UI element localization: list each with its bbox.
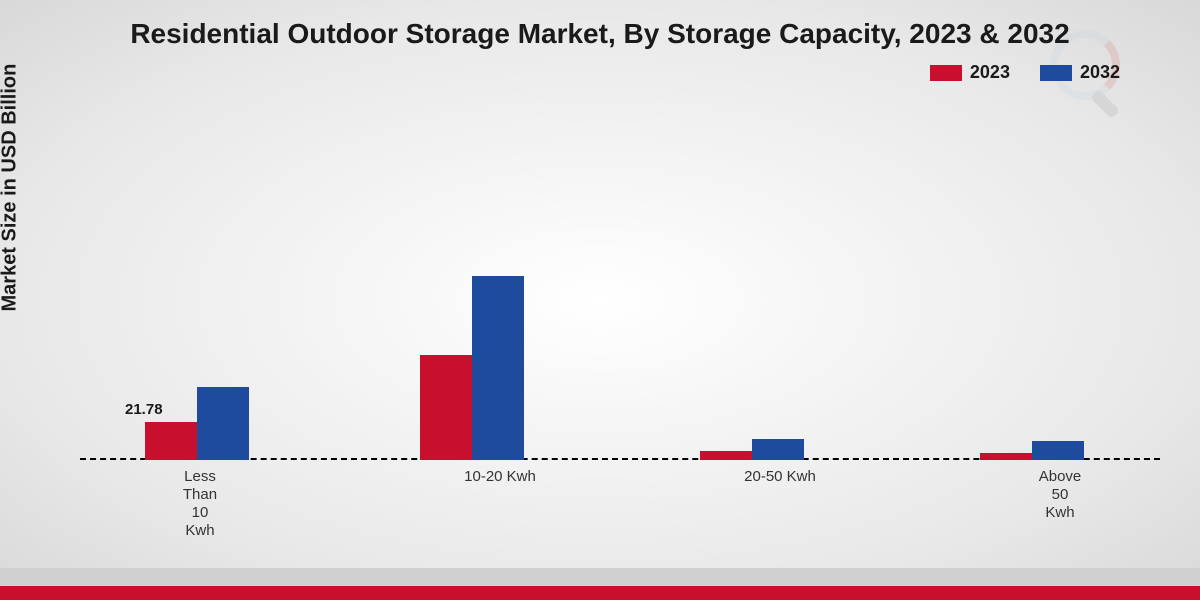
chart-title: Residential Outdoor Storage Market, By S… [0,18,1200,50]
bar-2032 [1032,441,1084,460]
x-label: Above50Kwh [1000,468,1120,522]
bar-group [420,276,524,460]
legend-swatch-2023 [930,65,962,81]
legend-label-2032: 2032 [1080,62,1120,83]
legend-label-2023: 2023 [970,62,1010,83]
legend: 2023 2032 [930,62,1120,83]
chart-area: 21.78 [80,110,1160,460]
x-label: 20-50 Kwh [720,468,840,486]
bar-2032 [752,439,804,460]
x-label: 10-20 Kwh [440,468,560,486]
bar-2032 [197,387,249,461]
x-axis-labels: LessThan10Kwh 10-20 Kwh 20-50 Kwh Above50Kw… [80,468,1160,548]
y-axis-label: Market Size in USD Billion [0,64,22,312]
bar-2023 [980,453,1032,460]
footer-red-stripe [0,586,1200,600]
bar-2023 [420,355,472,460]
value-label: 21.78 [125,401,163,418]
x-label: LessThan10Kwh [140,468,260,540]
legend-item-2023: 2023 [930,62,1010,83]
bar-group [145,387,249,461]
bar-group [700,439,804,460]
bar-2023 [145,422,197,460]
legend-item-2032: 2032 [1040,62,1120,83]
bar-group [980,441,1084,460]
legend-swatch-2032 [1040,65,1072,81]
bar-2023 [700,451,752,460]
footer-gray-stripe [0,568,1200,586]
bar-2032 [472,276,524,460]
